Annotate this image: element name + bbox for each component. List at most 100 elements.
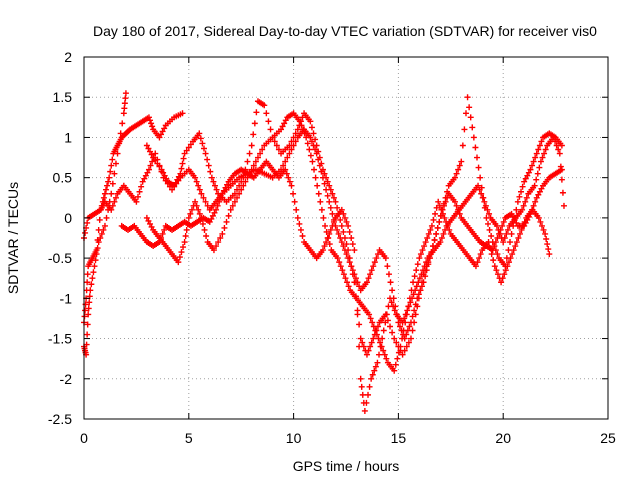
data-point <box>373 331 380 338</box>
data-point <box>390 303 397 310</box>
data-point <box>476 186 483 193</box>
data-point <box>438 206 445 213</box>
data-point <box>349 241 356 248</box>
y-tick-label: -2.5 <box>48 411 72 427</box>
data-point <box>103 214 110 221</box>
data-point <box>312 146 319 153</box>
data-point <box>329 190 336 197</box>
data-point <box>150 154 157 161</box>
data-point <box>147 162 154 169</box>
data-point <box>521 218 528 225</box>
data-point <box>500 239 507 246</box>
data-point <box>348 235 355 241</box>
data-point <box>107 168 114 175</box>
data-point <box>531 182 538 189</box>
data-point <box>108 190 115 197</box>
data-point <box>204 156 211 163</box>
data-point <box>275 146 282 153</box>
data-point <box>475 164 482 171</box>
data-point <box>530 202 537 209</box>
data-point <box>371 259 378 266</box>
data-point <box>180 155 187 162</box>
data-point <box>175 173 182 180</box>
data-point <box>382 255 389 262</box>
data-point <box>409 295 416 302</box>
data-point <box>141 175 148 182</box>
data-point <box>300 126 307 133</box>
data-point <box>84 321 91 328</box>
data-point <box>179 110 186 117</box>
data-point <box>183 147 190 154</box>
data-point <box>422 239 429 246</box>
data-point <box>329 210 336 217</box>
data-point <box>145 166 152 173</box>
data-point <box>278 126 285 133</box>
data-point <box>178 249 185 256</box>
data-point <box>134 193 141 200</box>
data-point <box>161 125 168 132</box>
data-point <box>217 194 224 201</box>
data-point <box>492 247 499 254</box>
data-point <box>522 175 529 182</box>
data-point <box>177 170 184 177</box>
series-arc-6 <box>118 134 567 414</box>
data-point <box>175 259 182 266</box>
data-point <box>537 218 544 225</box>
data-point <box>298 122 305 129</box>
data-point <box>267 126 274 133</box>
data-point <box>182 232 189 239</box>
data-point <box>96 216 103 223</box>
data-point <box>187 141 194 148</box>
data-point <box>474 259 481 266</box>
data-point <box>319 247 326 254</box>
data-point <box>292 130 299 137</box>
data-point <box>407 299 414 306</box>
data-point <box>499 275 506 282</box>
data-point <box>240 182 247 189</box>
data-point <box>557 163 564 170</box>
data-point <box>412 287 419 294</box>
data-point <box>251 120 258 127</box>
data-point <box>399 319 406 326</box>
data-point <box>279 123 286 130</box>
data-point <box>119 120 126 127</box>
data-point <box>217 235 224 241</box>
y-tick-label: 0.5 <box>53 170 73 186</box>
data-point <box>346 255 353 262</box>
data-point <box>281 120 288 127</box>
data-point <box>324 178 331 185</box>
data-point <box>202 150 209 157</box>
data-point <box>451 198 458 205</box>
data-point <box>159 128 166 135</box>
data-point <box>250 162 257 169</box>
data-point <box>122 90 129 97</box>
data-point <box>348 263 355 270</box>
data-point <box>312 136 319 143</box>
data-point <box>366 311 373 318</box>
data-point <box>397 343 404 350</box>
data-point <box>384 263 391 270</box>
data-point <box>410 291 417 298</box>
data-point <box>522 198 529 205</box>
data-point <box>91 263 98 270</box>
data-point <box>461 126 468 133</box>
data-point <box>491 243 498 250</box>
data-point <box>103 186 110 193</box>
data-point <box>207 168 214 175</box>
data-point <box>440 230 447 237</box>
data-point <box>154 160 161 167</box>
data-point <box>94 237 101 244</box>
data-point <box>369 371 376 378</box>
data-point <box>209 212 216 219</box>
data-point <box>363 279 370 286</box>
data-point <box>321 170 328 177</box>
data-point <box>222 184 229 191</box>
data-point <box>379 335 386 342</box>
data-point <box>544 241 551 248</box>
data-point <box>322 222 329 229</box>
data-point <box>536 164 543 171</box>
data-point <box>370 323 377 330</box>
data-point <box>410 279 417 286</box>
data-point <box>541 150 548 157</box>
data-point <box>327 204 334 211</box>
